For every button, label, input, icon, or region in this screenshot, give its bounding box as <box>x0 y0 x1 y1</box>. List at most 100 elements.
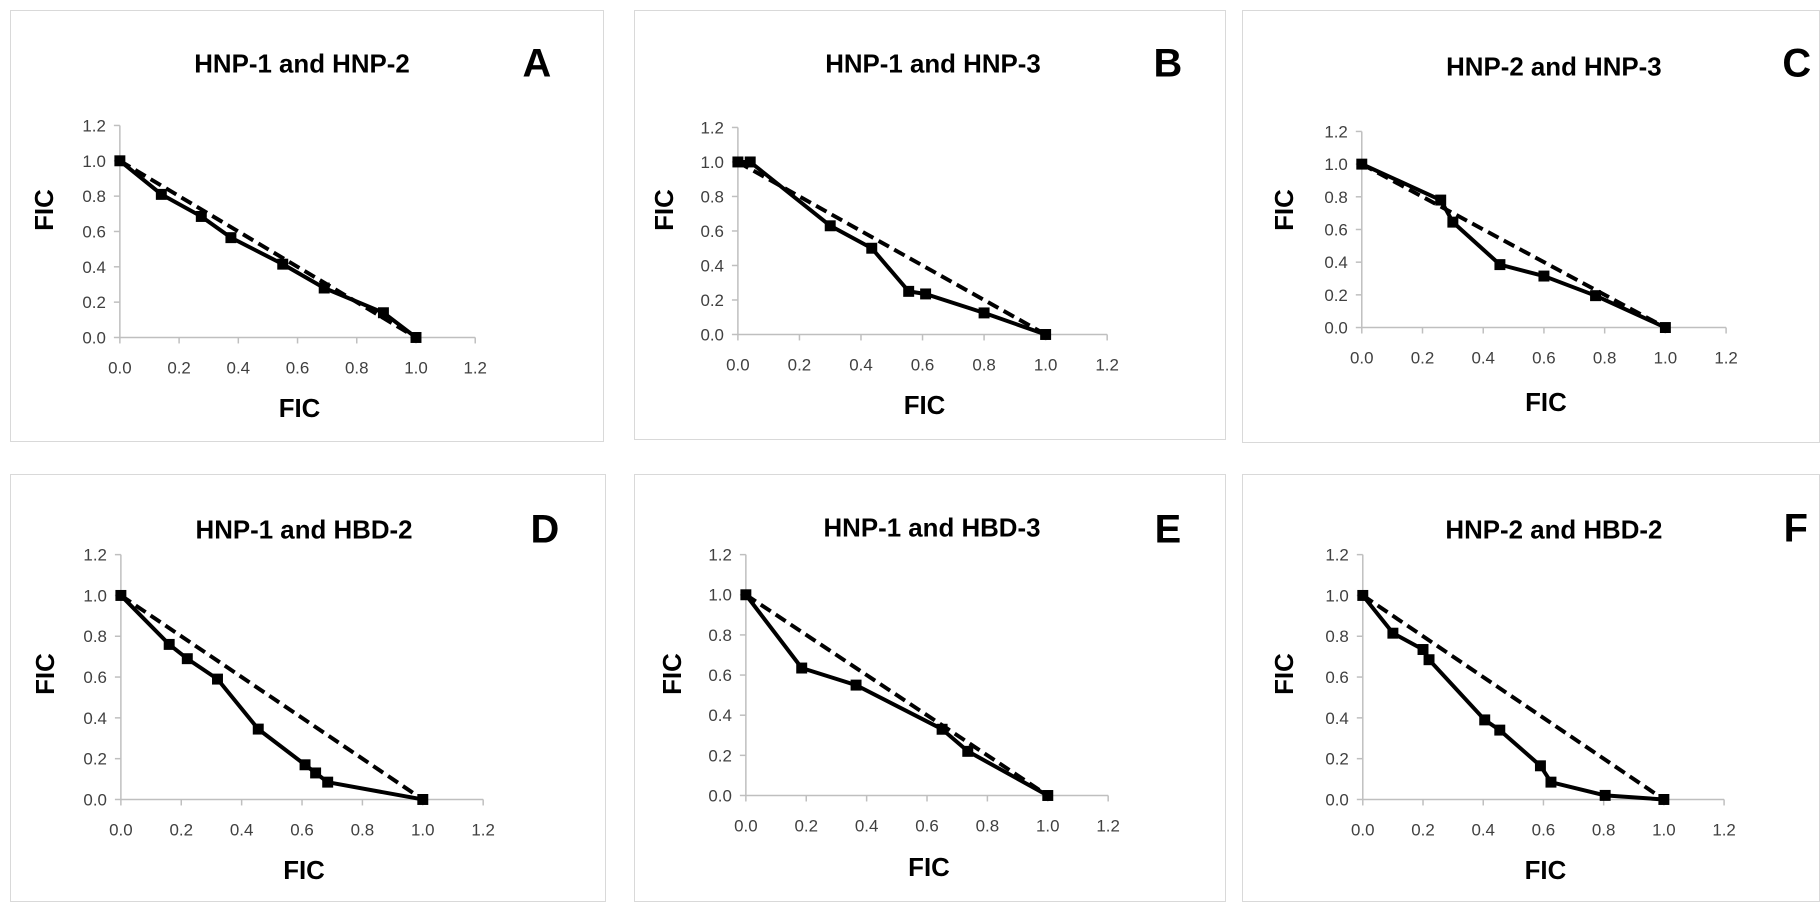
additivity-dashed-line <box>736 160 1047 337</box>
y-tick-label: 1.2 <box>1324 122 1348 141</box>
data-point-marker <box>962 745 974 757</box>
data-point-marker <box>1040 329 1052 340</box>
y-tick-label: 0.2 <box>708 746 732 765</box>
chart-title: HNP-1 and HNP-3 <box>825 51 1041 79</box>
chart-svg: 0.00.0 0.2 0.2 0.4 0.4 0.6 0.6 0.8 0.8 1.0 1.0 1.2 1… <box>32 508 560 885</box>
x-tick-label: 0.2 <box>1411 820 1435 839</box>
data-point-marker <box>1534 760 1546 772</box>
y-tick-label: 0.4 <box>1325 709 1349 728</box>
x-tick-label: 1.0 <box>411 820 435 839</box>
y-tick-label: 0.6 <box>1325 668 1349 687</box>
x-axis-title: FIC <box>279 395 321 423</box>
y-tick-label: 1.2 <box>700 118 724 137</box>
data-point-marker <box>796 662 808 674</box>
y-tick-label: 0.0 <box>1325 790 1349 809</box>
y-tick-label: 0.8 <box>708 626 732 645</box>
y-tick-label: 1.0 <box>708 586 732 605</box>
y-tick-label: 0.0 <box>82 328 106 347</box>
x-tick-label: 0.0 <box>1351 820 1375 839</box>
data-point-marker <box>1447 216 1459 228</box>
y-tick-label: 0.2 <box>1324 286 1348 305</box>
y-tick-label: 0.4 <box>700 256 724 275</box>
x-tick-label: 0.8 <box>351 820 375 839</box>
data-point-marker <box>299 759 311 771</box>
y-tick-label: 0.0 <box>700 325 724 344</box>
additivity-dashed-line <box>744 593 1049 798</box>
x-tick-label: 0.8 <box>1592 820 1616 839</box>
chart-svg: 0.00.0 0.2 0.2 0.4 0.4 0.6 0.6 0.8 0.8 1.0 1.0 1.2 1… <box>651 42 1182 420</box>
x-axis-title: FIC <box>1525 857 1567 885</box>
data-point-marker <box>1417 644 1429 655</box>
chart-title: HNP-2 and HBD-2 <box>1445 517 1662 545</box>
y-tick-label: 0.8 <box>82 187 106 206</box>
y-tick-label: 0.6 <box>700 222 724 241</box>
y-tick-label: 0.4 <box>708 706 732 725</box>
x-tick-label: 1.2 <box>471 820 495 839</box>
y-tick-label: 1.0 <box>82 152 106 171</box>
y-tick-label: 1.2 <box>1325 546 1349 565</box>
data-point-marker <box>1387 627 1399 639</box>
data-point-marker <box>318 282 330 294</box>
data-point-marker <box>195 210 207 222</box>
data-point-marker <box>850 679 862 691</box>
data-point-marker <box>252 723 264 735</box>
x-tick-label: 0.8 <box>345 358 369 377</box>
data-point-marker <box>310 767 322 779</box>
x-tick-label: 1.2 <box>1096 816 1120 835</box>
x-tick-label: 1.0 <box>1652 820 1676 839</box>
y-tick-label: 0.4 <box>83 709 107 728</box>
y-tick-label: 0.0 <box>83 790 107 809</box>
data-point-marker <box>920 288 932 300</box>
isobologram-line <box>744 593 1049 798</box>
data-point-marker <box>277 258 289 270</box>
x-tick-label: 0.0 <box>726 355 750 374</box>
chart-title: HNP-2 and HNP-3 <box>1446 54 1662 82</box>
x-tick-label: 0.6 <box>1532 820 1556 839</box>
y-tick-label: 0.8 <box>700 187 724 206</box>
y-tick-label: 0.2 <box>700 291 724 310</box>
data-point-marker <box>1658 794 1670 805</box>
x-tick-label: 1.0 <box>1034 355 1058 374</box>
panel-letter: A <box>523 42 552 86</box>
chart-panel-e: 0.0 0.0 0.2 0.2 0.4 0.4 0.6 0.6 0.8 0.8 1.0 1.0 1.2 1… <box>634 474 1226 902</box>
panel-letter: D <box>531 508 560 552</box>
y-tick-label: 1.2 <box>82 116 106 135</box>
x-tick-label: 0.2 <box>794 816 818 835</box>
y-tick-label: 0.8 <box>1325 627 1349 646</box>
y-tick-label: 0.2 <box>83 750 107 769</box>
data-point-marker <box>322 776 334 788</box>
data-point-marker <box>978 307 990 319</box>
panel-letter: E <box>1155 508 1182 552</box>
y-tick-label: 0.8 <box>1324 188 1348 207</box>
chart-panel-d: 0.0 0.0 0.2 0.2 0.4 0.4 0.6 0.6 0.8 0.8 1.0 1.0 1.2 1… <box>10 474 606 902</box>
x-tick-label: 0.0 <box>109 820 133 839</box>
x-tick-label: 1.2 <box>1714 348 1738 367</box>
x-tick-label: 0.2 <box>167 358 191 377</box>
y-axis-title: FIC <box>1271 653 1299 695</box>
x-tick-label: 1.2 <box>463 358 487 377</box>
additivity-dashed-line <box>118 159 418 340</box>
x-tick-label: 0.6 <box>911 355 935 374</box>
x-tick-label: 0.6 <box>1532 348 1556 367</box>
data-point-marker <box>155 188 167 200</box>
isobologram-line <box>118 159 418 340</box>
x-tick-label: 0.4 <box>230 820 254 839</box>
x-tick-label: 0.2 <box>170 820 194 839</box>
data-point-marker <box>1423 654 1435 666</box>
chart-title: HNP-1 and HBD-2 <box>196 517 413 545</box>
x-tick-label: 0.6 <box>286 358 310 377</box>
x-tick-label: 1.2 <box>1095 355 1119 374</box>
x-tick-label: 0.4 <box>849 355 873 374</box>
x-tick-label: 1.0 <box>1654 348 1678 367</box>
x-axis-title: FIC <box>283 857 325 885</box>
data-point-marker <box>1538 270 1550 282</box>
chart-svg: 0.00.0 0.2 0.2 0.4 0.4 0.6 0.6 0.8 0.8 1.0 1.0 1.2 1… <box>1271 507 1808 885</box>
x-tick-label: 0.6 <box>915 816 939 835</box>
data-point-marker <box>115 589 127 601</box>
chart-title: HNP-1 and HNP-2 <box>194 51 410 79</box>
y-tick-label: 1.2 <box>83 546 107 565</box>
chart-svg: 0.00.0 0.2 0.2 0.4 0.4 0.6 0.6 0.8 0.8 1.0 1.0 1.2 1… <box>659 508 1182 882</box>
x-tick-label: 1.0 <box>1036 816 1060 835</box>
chart-title: HNP-1 and HBD-3 <box>824 515 1041 543</box>
chart-panel-f: 0.0 0.0 0.2 0.2 0.4 0.4 0.6 0.6 0.8 0.8 1.0 1.0 1.2 1… <box>1242 474 1820 902</box>
